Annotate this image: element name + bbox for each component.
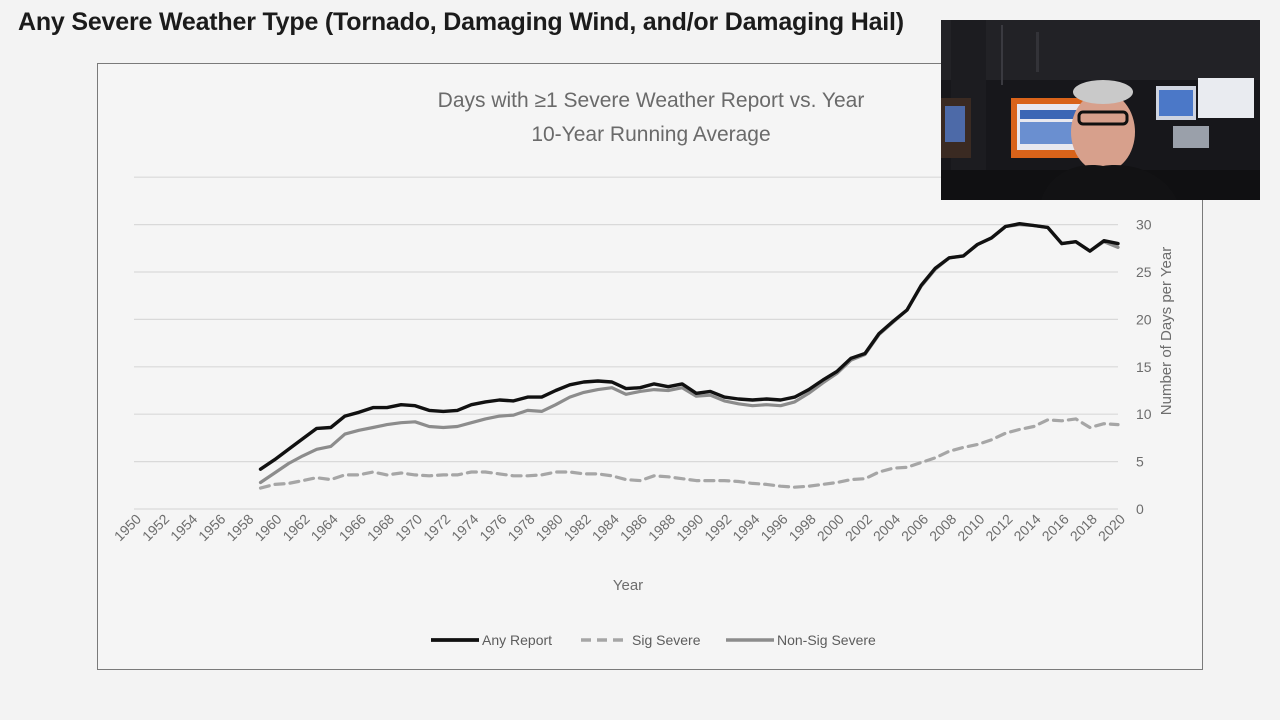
- legend: Any Report Sig Severe Non-Sig Severe: [431, 632, 876, 648]
- x-tick-label: 1992: [701, 511, 734, 544]
- y-tick-label: 20: [1136, 311, 1152, 327]
- legend-label: Sig Severe: [632, 632, 701, 648]
- legend-label: Any Report: [482, 632, 552, 648]
- x-tick-label: 2020: [1095, 511, 1128, 544]
- x-tick-label: 1994: [729, 511, 762, 544]
- slide-title: Any Severe Weather Type (Tornado, Damagi…: [18, 8, 904, 36]
- gridlines: [134, 176, 1118, 510]
- x-tick-label: 1990: [673, 511, 706, 544]
- x-tick-label: 1960: [251, 511, 284, 544]
- y-tick-label: 25: [1136, 264, 1152, 280]
- legend-label: Non-Sig Severe: [777, 632, 876, 648]
- x-tick-label: 1988: [645, 511, 678, 544]
- x-tick-label: 1964: [308, 511, 341, 544]
- line-chart: Days with ≥1 Severe Weather Report vs. Y…: [111, 89, 1175, 648]
- x-tick-label: 2004: [870, 511, 903, 544]
- x-tick-label: 1950: [111, 511, 144, 544]
- x-tick-label: 1968: [364, 511, 397, 544]
- x-tick-label: 1970: [392, 511, 425, 544]
- presenter-webcam: [941, 20, 1260, 200]
- chart-title: Days with ≥1 Severe Weather Report vs. Y…: [438, 89, 865, 112]
- series-line-non-sig-severe: [258, 223, 1120, 485]
- x-tick-label: 1972: [420, 511, 453, 544]
- x-tick-label: 1954: [167, 511, 200, 544]
- x-tick-label: 1962: [279, 511, 312, 544]
- series-line-sig-severe: [258, 417, 1120, 490]
- y-tick-label: 15: [1136, 359, 1152, 375]
- x-axis: 1950195219541956195819601962196419661968…: [111, 511, 1128, 544]
- x-tick-label: 2016: [1039, 511, 1072, 544]
- x-tick-label: 2008: [926, 511, 959, 544]
- x-tick-label: 2012: [982, 511, 1015, 544]
- webcam-video-frame: [941, 20, 1260, 200]
- x-tick-label: 1982: [561, 511, 594, 544]
- x-tick-label: 1966: [336, 511, 369, 544]
- x-axis-title: Year: [613, 577, 643, 594]
- x-tick-label: 2010: [954, 511, 987, 544]
- series-lines: [258, 221, 1120, 490]
- y-axis: 0 5 10 15 20 25 30: [1136, 217, 1152, 517]
- x-tick-label: 1980: [532, 511, 565, 544]
- x-tick-label: 1956: [195, 511, 228, 544]
- x-tick-label: 1952: [139, 511, 172, 544]
- y-tick-label: 10: [1136, 406, 1152, 422]
- y-axis-title: Number of Days per Year: [1158, 247, 1175, 415]
- x-tick-label: 1974: [448, 511, 481, 544]
- x-tick-label: 2000: [814, 511, 847, 544]
- x-tick-label: 2018: [1067, 511, 1100, 544]
- y-tick-label: 5: [1136, 454, 1144, 470]
- chart-subtitle: 10-Year Running Average: [531, 123, 770, 146]
- y-tick-label: 30: [1136, 217, 1152, 233]
- x-tick-label: 1998: [786, 511, 819, 544]
- series-line-any-report: [258, 221, 1120, 471]
- x-tick-label: 2014: [1010, 511, 1043, 544]
- x-tick-label: 2002: [842, 511, 875, 544]
- x-tick-label: 1978: [504, 511, 537, 544]
- x-tick-label: 1984: [589, 511, 622, 544]
- x-tick-label: 1996: [757, 511, 790, 544]
- x-tick-label: 1976: [476, 511, 509, 544]
- y-tick-label: 0: [1136, 501, 1144, 517]
- x-tick-label: 1986: [617, 511, 650, 544]
- x-tick-label: 1958: [223, 511, 256, 544]
- x-tick-label: 2006: [898, 511, 931, 544]
